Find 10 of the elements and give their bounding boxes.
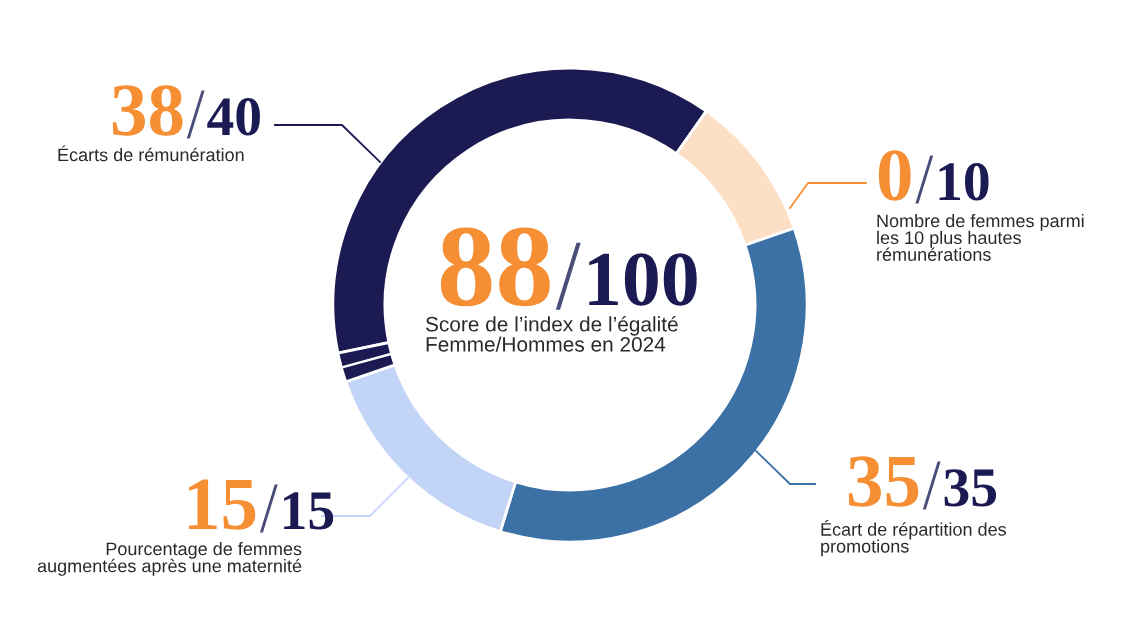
slice-label: Écart de répartition des promotions [821, 520, 1007, 557]
text: 0/10 [878, 150, 989, 204]
data-label: 38/40 [112, 85, 260, 139]
text: Score de l’index de l’égalité Femme/Hommes en 2024 [425, 316, 678, 352]
slice-label: Écarts de rémunération [58, 145, 244, 162]
slice-label: Pourcentage de femmes augmentées après une maternité [37, 542, 302, 576]
text: Nombre de femmes parmi les 10 plus hautes rémunérations [877, 214, 1084, 261]
data-label: 15/15 [189, 479, 334, 533]
text: 88/100 [440, 227, 697, 310]
data-label: 35/35 [848, 456, 997, 510]
